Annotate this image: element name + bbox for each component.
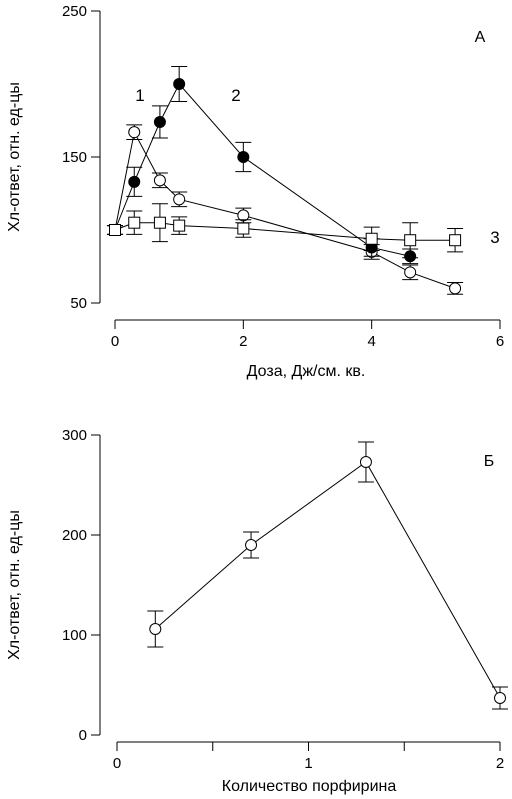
panel-a-series-3-point — [109, 224, 121, 236]
panel-a-x-tick-label: 4 — [367, 333, 375, 350]
panel-a-series-1-point — [153, 174, 166, 187]
panel-a-x-tick-label: 0 — [111, 333, 119, 350]
panel-b-chart: 0 100 200 300 0 1 2 Количество порфирина Хл-о… — [6, 427, 508, 795]
panel-a-series-1-point — [173, 193, 186, 206]
panel-a-chart: 50 150 250 0 2 4 6 Доза, Дж/см. кв. Хл-ответ,… — [6, 3, 504, 380]
panel-a-y-tick-label: 50 — [70, 295, 87, 312]
panel-b-y-tick-label: 300 — [62, 427, 87, 444]
panel-b-series-1-point — [494, 692, 506, 704]
panel-a-series-3-point — [365, 232, 378, 245]
panel-b-x-ticks: 0 1 2 — [113, 742, 504, 772]
panel-b-y-axis-label: Хл-ответ, отн. ед-цы — [6, 510, 23, 660]
panel-b-series-1-point — [245, 539, 258, 551]
panel-a-y-ticks: 50 150 250 — [62, 3, 100, 312]
panel-b-plot-area — [147, 441, 508, 710]
panel-a-series-3-point — [128, 216, 141, 229]
panel-a-series-2-point — [128, 175, 141, 188]
panel-b-x-axis-label: Количество порфирина — [222, 778, 397, 795]
panel-b-letter: Б — [484, 453, 495, 470]
panel-a-series-1-point — [237, 209, 250, 222]
panel-b-series-1-point — [359, 456, 372, 468]
series-label-1: 1 — [135, 86, 144, 105]
series-label-2: 2 — [231, 86, 240, 105]
panel-b-series-1-line — [154, 461, 501, 699]
panel-b-x-tick-label: 0 — [113, 755, 121, 772]
panel-a-series-3-point — [173, 219, 186, 232]
panel-a-y-tick-label: 150 — [62, 149, 87, 166]
series-label-3: 3 — [490, 228, 499, 247]
panel-b-x-tick-label: 1 — [304, 755, 312, 772]
panel-a-y-tick-label: 250 — [62, 3, 87, 20]
panel-a-series-1-point — [404, 266, 417, 279]
panel-a-series-2-point — [153, 115, 166, 128]
panel-b-y-tick-label: 100 — [62, 627, 87, 644]
panel-a-series-1-line — [114, 130, 456, 289]
panel-b-series-1-point — [149, 623, 162, 635]
panel-b-y-tick-label: 200 — [62, 527, 87, 544]
panel-a-plot-area — [107, 65, 464, 295]
panel-a-series-3-point — [237, 222, 250, 235]
panel-a-letter: A — [475, 29, 486, 46]
panel-a-x-tick-label: 2 — [239, 333, 247, 350]
panel-a-y-axis-label: Хл-ответ, отн. ед-цы — [6, 82, 23, 232]
panel-b-y-tick-label: 0 — [79, 727, 87, 744]
panel-a-series-3-point — [404, 234, 417, 247]
panel-b-y-ticks: 0 100 200 300 — [62, 427, 100, 744]
panel-a-x-ticks: 0 2 4 6 — [111, 320, 504, 350]
panel-a-series-2-point — [237, 151, 250, 163]
panel-a-series-3-line — [114, 222, 456, 241]
panel-a-x-axis-label: Доза, Дж/см. кв. — [247, 363, 366, 380]
panel-a-series-1-point — [128, 126, 141, 139]
panel-a-series-3-point — [449, 234, 462, 247]
panel-b-x-tick-label: 2 — [496, 755, 504, 772]
panel-a-series-2-point — [173, 78, 186, 90]
panel-a-x-tick-label: 6 — [496, 333, 504, 350]
panel-a-series-1-point — [449, 282, 462, 295]
panel-a-series-3-point — [153, 216, 166, 229]
